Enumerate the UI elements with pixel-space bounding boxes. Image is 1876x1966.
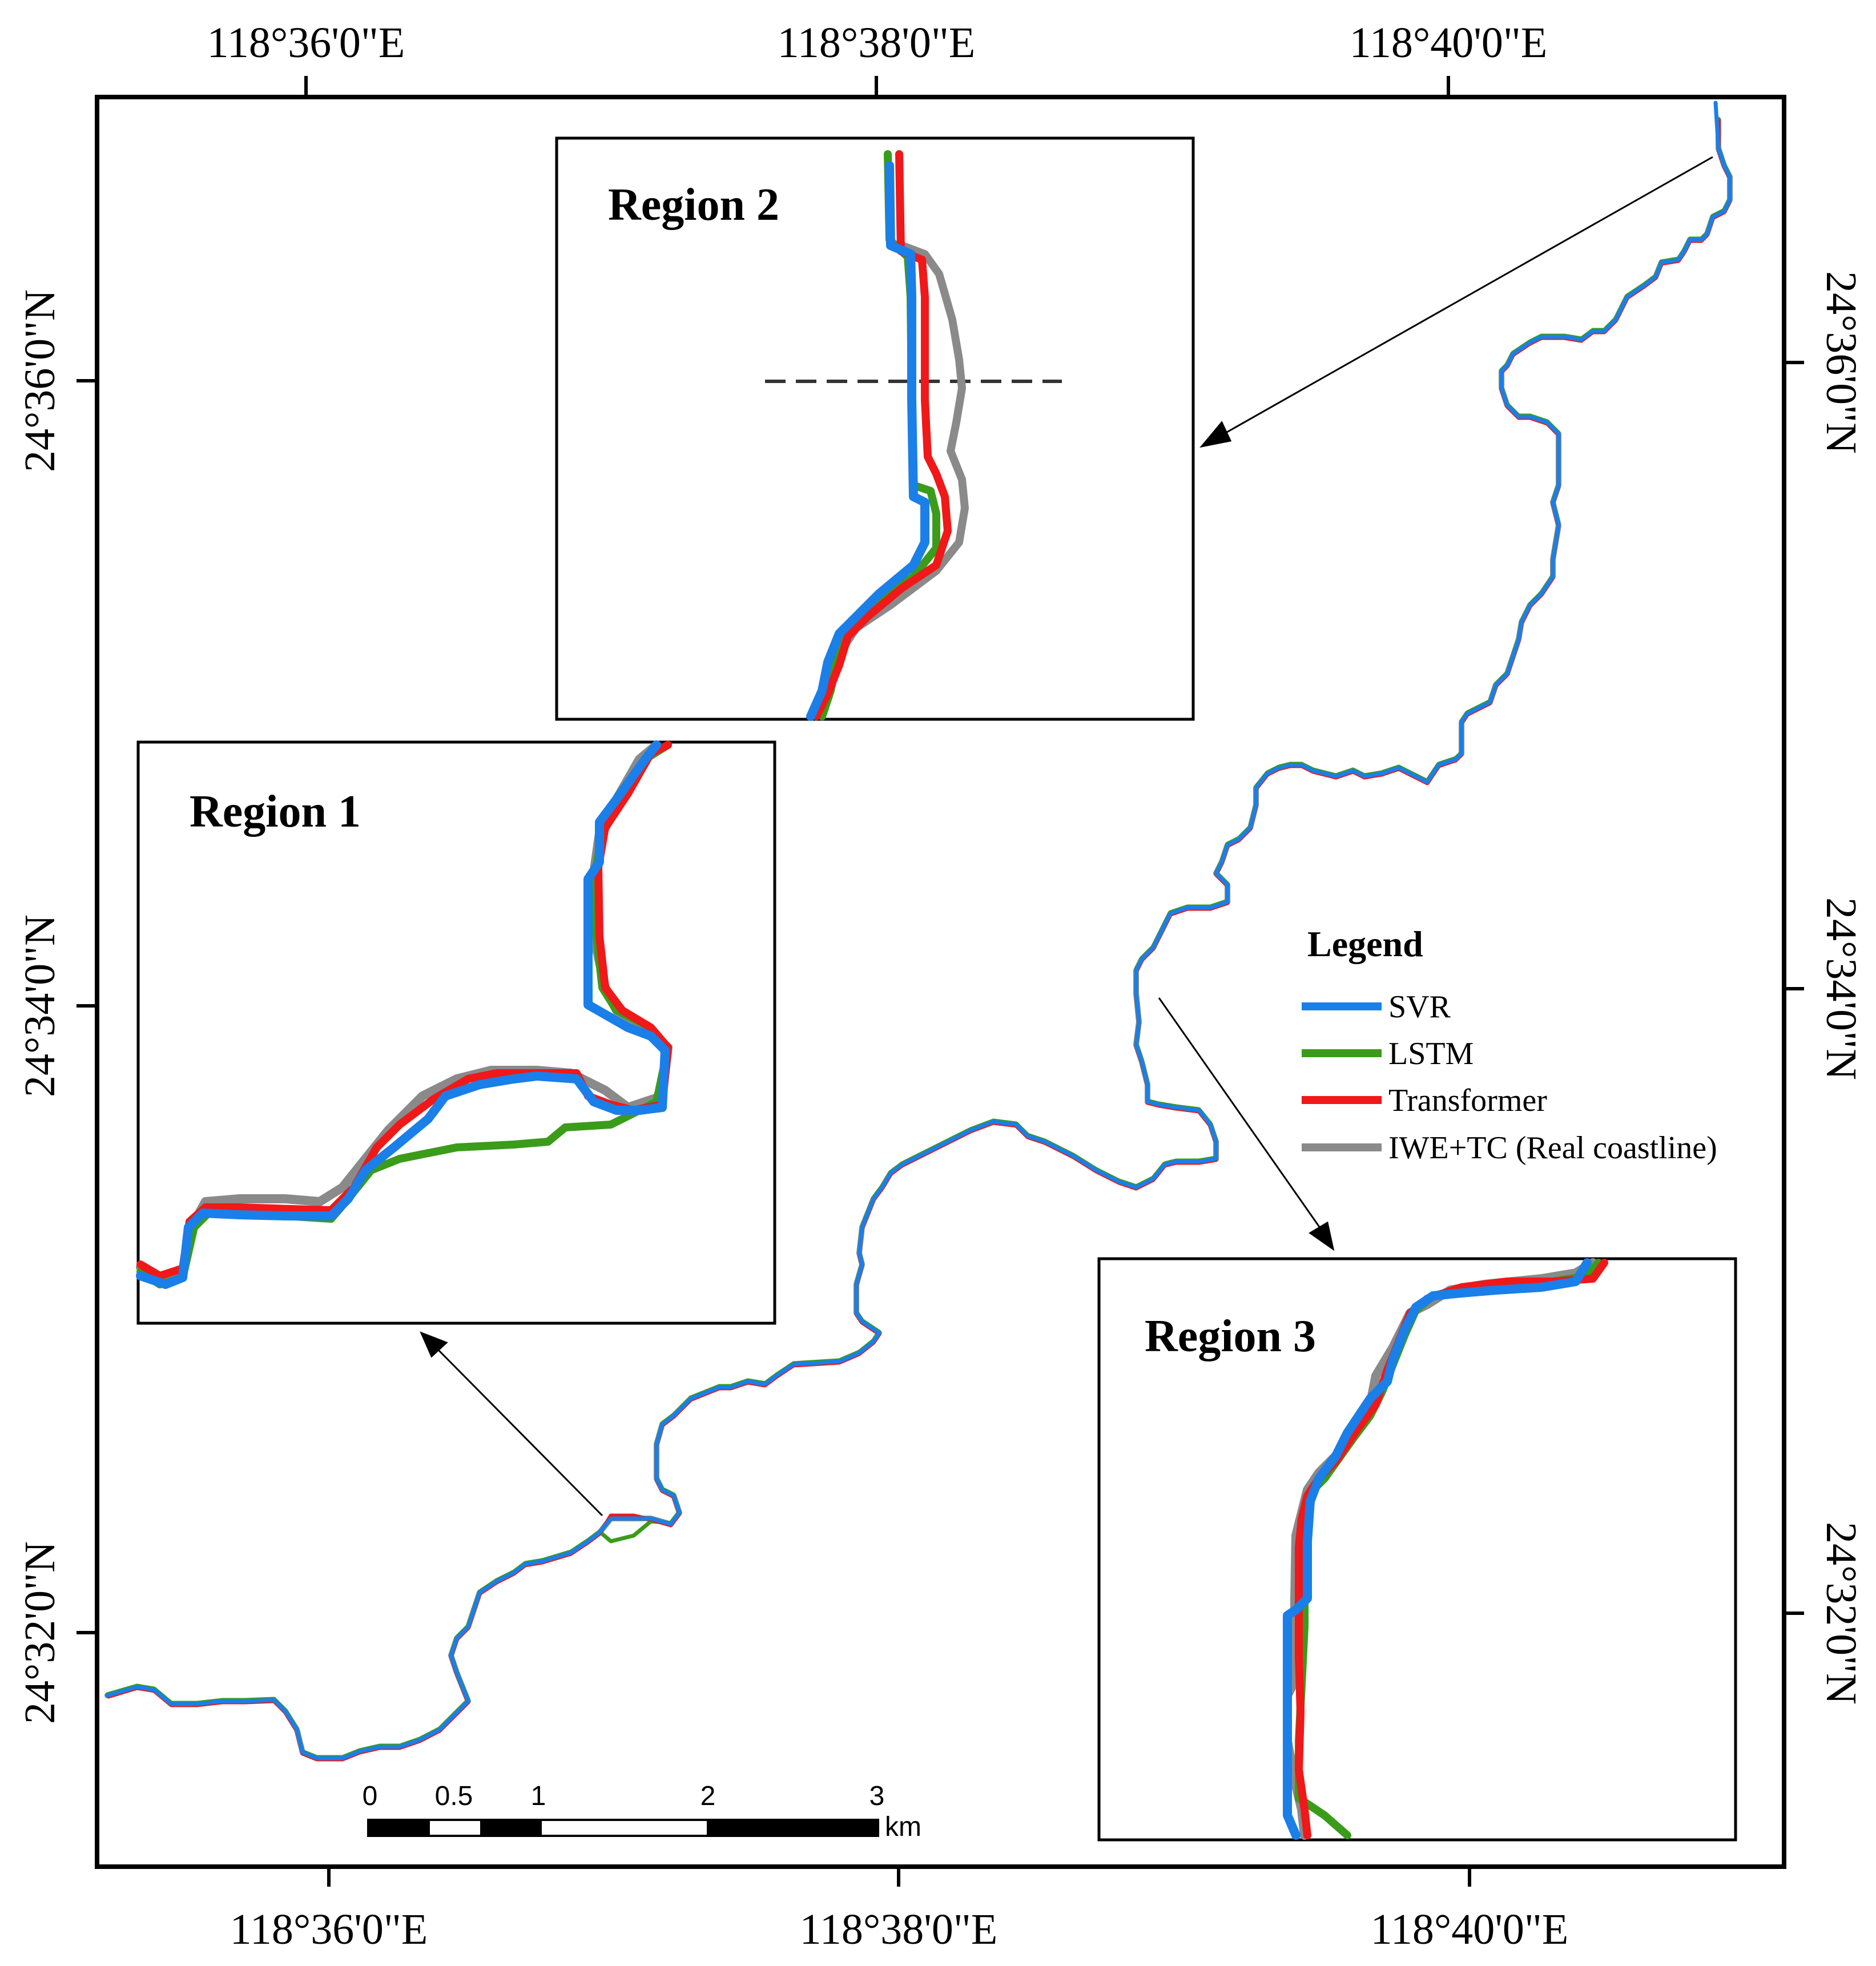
legend-label-transformer: Transformer xyxy=(1388,1083,1547,1118)
right-lat-label-2: 24°34'0"N xyxy=(1817,897,1865,1080)
left-lat-label-2: 24°34'0"N xyxy=(16,914,64,1097)
scale-tick-3: 3 xyxy=(869,1781,885,1811)
inset-region-2: Region 2 xyxy=(555,136,1195,721)
scale-tick-2: 2 xyxy=(701,1781,716,1811)
region-3-title: Region 3 xyxy=(1145,1311,1316,1361)
scale-tick-0: 0 xyxy=(363,1781,378,1811)
top-ticks xyxy=(77,76,1804,1887)
top-lon-label-2: 118°38'0"E xyxy=(778,19,976,67)
inset-pointers xyxy=(420,156,1713,1517)
top-lon-label-3: 118°40'0"E xyxy=(1350,19,1548,67)
left-lat-label-3: 24°32'0"N xyxy=(16,1541,64,1724)
legend-label-lstm: LSTM xyxy=(1388,1036,1474,1071)
scale-tick-0-5: 0.5 xyxy=(435,1781,473,1811)
left-lat-label-1: 24°36'0"N xyxy=(16,289,64,472)
right-lat-label-1: 24°36'0"N xyxy=(1817,271,1865,454)
region-2-title: Region 2 xyxy=(608,180,779,230)
scale-tick-1: 1 xyxy=(531,1781,546,1811)
legend-label-real: IWE+TC (Real coastline) xyxy=(1388,1130,1717,1166)
bottom-lon-label-1: 118°36'0"E xyxy=(230,1905,428,1953)
scale-bar: 0 0.5 1 2 3 km xyxy=(363,1781,921,1842)
inset-region-3: Region 3 xyxy=(1097,1257,1737,1842)
legend-title: Legend xyxy=(1307,924,1423,964)
bottom-lon-label-3: 118°40'0"E xyxy=(1371,1905,1569,1953)
coastline-svr xyxy=(105,100,1732,1760)
legend: Legend SVR LSTM Transformer IWE+TC (Real… xyxy=(1302,924,1717,1166)
scale-unit: km xyxy=(885,1812,921,1842)
main-coastline xyxy=(104,100,1733,1762)
top-lon-label-1: 118°36'0"E xyxy=(207,19,405,67)
right-lat-label-3: 24°32'0"N xyxy=(1817,1522,1865,1705)
bottom-lon-label-2: 118°38'0"E xyxy=(800,1905,998,1953)
legend-label-svr: SVR xyxy=(1388,989,1451,1025)
region-1-title: Region 1 xyxy=(190,787,361,837)
inset-region-1: Region 1 xyxy=(136,740,776,1325)
